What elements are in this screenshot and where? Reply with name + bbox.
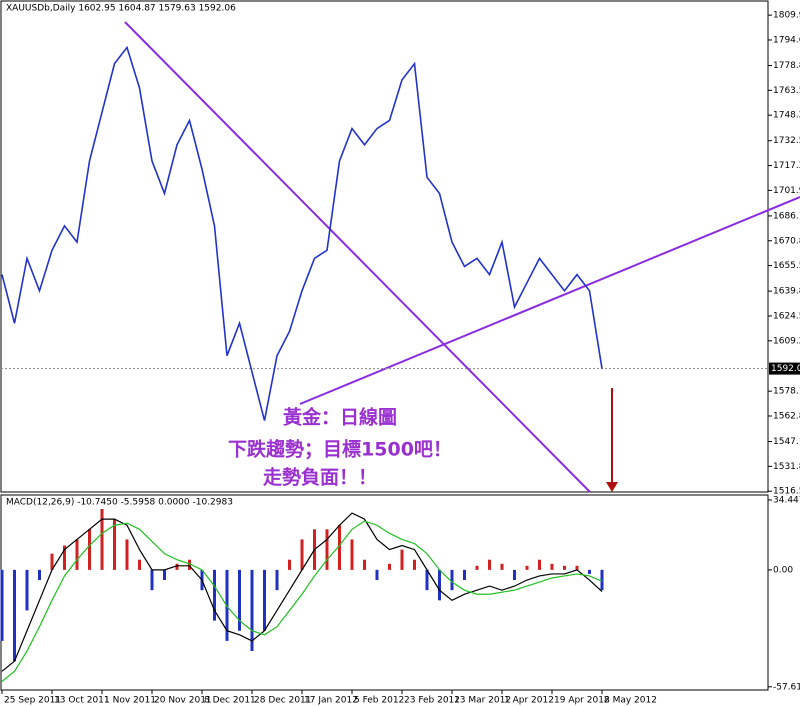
y-tick-label: 1639.80 [773, 287, 800, 297]
macd-bar [338, 525, 341, 570]
y-tick-label: 1809.90 [773, 11, 800, 21]
macd-bar [25, 569, 29, 611]
macd-bar [125, 539, 129, 570]
macd-bar [88, 529, 91, 570]
macd-bar [600, 569, 604, 591]
macd-bar [438, 569, 441, 601]
y-tick-label: 1778.85 [773, 61, 800, 71]
macd-bar [38, 569, 41, 581]
macd-bar [0, 569, 4, 641]
macd-bar [425, 569, 429, 591]
y-tick-label: 34.4477 [773, 495, 800, 505]
x-tick-label: 19 Apr 2012 [554, 696, 610, 706]
macd-bar [188, 559, 191, 570]
y-tick-label: 1701.90 [773, 186, 800, 196]
y-tick-label: 1686.15 [773, 211, 800, 221]
x-tick-label: 25 Sep 2011 [4, 696, 61, 706]
macd-bar [525, 565, 529, 570]
macd-bar [163, 569, 166, 581]
macd-bar [175, 563, 179, 570]
annotation: 走勢負面！！ [263, 466, 377, 489]
y-tick-label: 1547.10 [773, 437, 800, 447]
x-tick-label: 20 Nov 2011 [154, 696, 212, 706]
y-tick-label: 1794.60 [773, 35, 800, 45]
x-tick-label: 8 May 2012 [604, 696, 657, 706]
macd-bar [400, 549, 404, 570]
y-tick-label: 1763.55 [773, 86, 800, 96]
macd-bar [500, 563, 504, 570]
macd-bar [563, 565, 566, 570]
macd-bar [138, 559, 141, 570]
x-tick-label: 17 Jan 2012 [304, 696, 358, 706]
y-tick-label: 1531.80 [773, 462, 800, 472]
y-tick-label: 1609.20 [773, 336, 800, 346]
macd-bar [550, 563, 554, 570]
y-tick-label: 1670.85 [773, 236, 800, 246]
macd-bar [463, 569, 466, 581]
macd-bar [275, 569, 279, 591]
macd-bar [413, 559, 416, 570]
macd-bar [113, 519, 116, 570]
macd-bar [325, 529, 329, 570]
macd-bar [388, 563, 391, 570]
y-tick-label: 1578.15 [773, 387, 800, 397]
current-price-box [769, 362, 800, 375]
annotation: 下跌趨勢；目標1500吧！ [228, 438, 452, 461]
macd-panel [0, 494, 769, 691]
macd-bar [13, 569, 16, 662]
macd-bar [575, 565, 579, 570]
macd-header: MACD(12,26,9) -10.7450 -5.5958 0.0000 -1… [6, 498, 233, 508]
macd-bar [300, 539, 304, 570]
current-price-label: 1592.06 [771, 364, 800, 374]
macd-bar [375, 569, 379, 581]
x-tick-label: 1 Nov 2011 [104, 696, 156, 706]
y-tick-label: 1732.50 [773, 136, 800, 146]
macd-bar [513, 569, 516, 581]
macd-bar [538, 559, 541, 570]
y-tick-label: 1655.55 [773, 261, 800, 271]
y-tick-label: 1562.85 [773, 411, 800, 421]
macd-bar [250, 569, 254, 652]
price-panel [0, 0, 769, 493]
macd-bar [263, 569, 266, 631]
macd-bar [63, 545, 66, 570]
macd-bar [363, 559, 366, 570]
macd-bar [213, 569, 216, 621]
price-header: XAUUSDb,Daily 1602.95 1604.87 1579.63 15… [6, 4, 236, 14]
y-tick-label: 1748.25 [773, 111, 800, 121]
signal-line [1, 520, 603, 682]
trend-line [124, 21, 591, 493]
trend-line [299, 196, 800, 405]
x-tick-label: 13 Oct 2011 [54, 696, 110, 706]
x-tick-label: 8 Dec 2011 [204, 696, 256, 706]
macd-bar [150, 569, 154, 591]
macd-bar [50, 553, 54, 570]
arrow-head [606, 482, 618, 492]
x-tick-label: 13 Mar 2012 [454, 696, 511, 706]
macd-bar [588, 569, 591, 574]
annotation: 黃金：日線圖 [283, 406, 397, 429]
x-tick-label: 28 Dec 2011 [254, 696, 312, 706]
macd-line [1, 512, 603, 672]
macd-bar [288, 559, 291, 570]
y-tick-label: 1516.50 [773, 487, 800, 497]
x-tick-label: 1 Apr 2012 [504, 696, 554, 706]
macd-bar [100, 509, 104, 570]
y-tick-label: 0.00 [773, 565, 793, 575]
macd-bar [238, 569, 241, 631]
price-line [1, 45, 603, 421]
macd-bar [488, 559, 491, 570]
macd-bar [350, 539, 354, 570]
x-tick-label: 23 Feb 2012 [404, 696, 460, 706]
y-tick-label: 1717.20 [773, 161, 800, 171]
y-tick-label: -57.6182 [773, 682, 800, 692]
macd-bar [450, 569, 454, 591]
macd-bar [475, 565, 479, 570]
macd-bar [75, 539, 79, 570]
x-tick-label: 5 Feb 2012 [354, 696, 404, 706]
y-tick-label: 1624.50 [773, 311, 800, 321]
